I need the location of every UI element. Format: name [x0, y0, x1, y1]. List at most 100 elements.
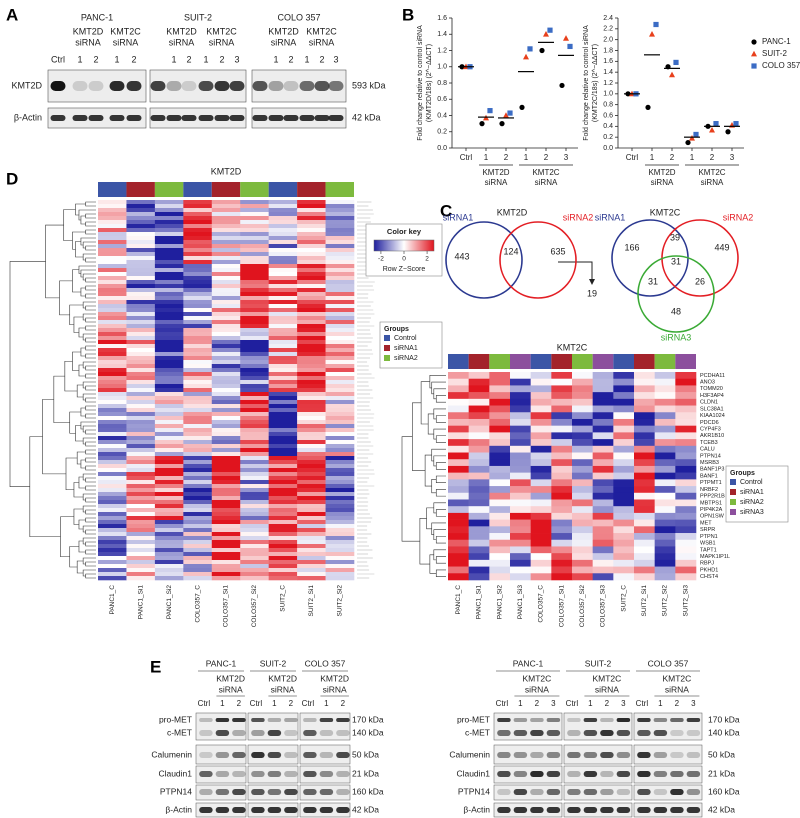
heatmap-cell [154, 268, 184, 273]
heatmap-cell [325, 540, 355, 545]
group-color-bar [448, 354, 469, 369]
heatmap-cell [325, 412, 355, 417]
heatmap-cell [468, 559, 490, 567]
heatmap-cell [325, 456, 355, 461]
heatmap-cell [448, 412, 469, 420]
heatmap-cell [126, 452, 156, 457]
blot-band [653, 807, 668, 813]
y-tick-label: 1.2 [437, 47, 447, 54]
legend-label: siRNA3 [740, 509, 764, 516]
blot-band [513, 718, 528, 722]
dendrogram-branch [85, 529, 96, 535]
blot-band [268, 115, 284, 121]
heatmap-cell [297, 404, 326, 409]
blot [493, 784, 563, 801]
heatmap-cell [98, 532, 127, 537]
heatmap-cell [126, 336, 156, 341]
heatmap-cell [183, 480, 213, 485]
heatmap-cell [675, 459, 697, 467]
heatmap-cell [240, 372, 269, 377]
heatmap-cell [675, 566, 697, 574]
heatmap-cell [126, 416, 156, 421]
dendrogram-branch [435, 569, 446, 577]
heatmap-cell [510, 486, 531, 494]
heatmap-cell [592, 506, 614, 514]
heatmap-cell [268, 324, 298, 329]
heatmap-cell [183, 264, 213, 269]
heatmap-cell [675, 559, 697, 567]
heatmap-cell [183, 544, 213, 549]
heatmap-cell [211, 436, 241, 441]
heatmap-cell [98, 460, 127, 465]
heatmap-cell [240, 464, 269, 469]
heatmap-cell [98, 516, 127, 521]
heatmap-cell [592, 392, 614, 400]
heatmap-cell [325, 472, 355, 477]
lane-label: 2 [131, 54, 136, 64]
heatmap-cell [297, 348, 326, 353]
blot [563, 765, 633, 784]
heatmap-cell [530, 385, 552, 393]
heatmap-cell [268, 568, 298, 573]
kda-label: 42 kDa [708, 804, 735, 814]
dendrogram-branch [63, 209, 76, 241]
dendrogram-branch [85, 213, 96, 219]
heatmap-cell [98, 428, 127, 433]
heatmap-cell [183, 576, 213, 581]
heatmap-cell [211, 416, 241, 421]
venn-count: 39 [670, 232, 680, 242]
heatmap-cell [297, 296, 326, 301]
y-tick-label: 2.2 [603, 26, 613, 33]
dendrogram-branch [80, 237, 96, 246]
dendrogram-branch [82, 333, 96, 341]
heatmap-cell [634, 559, 655, 567]
heatmap-cell [654, 492, 676, 500]
heatmap-cell [154, 400, 184, 405]
y-tick-label: 2.4 [603, 15, 613, 22]
heatmap-cell [211, 540, 241, 545]
heatmap-cell [183, 476, 213, 481]
heatmap-cell [154, 576, 184, 581]
heatmap-cell [211, 388, 241, 393]
heatmap-cell [468, 425, 490, 433]
heatmap-cell [154, 372, 184, 377]
heatmap-cell [211, 376, 241, 381]
dendrogram-branch [85, 201, 96, 207]
heatmap-cell [154, 440, 184, 445]
dendrogram-branch [85, 373, 96, 379]
x-tick-label: 1 [524, 153, 529, 162]
group-color-bar [654, 354, 676, 369]
heatmap-cell [551, 546, 573, 554]
blot [493, 802, 563, 818]
blot-band [686, 789, 701, 795]
heatmap-cell [154, 572, 184, 577]
blot-band [199, 718, 213, 722]
blot [563, 784, 633, 801]
kda-label: 170 kDa [352, 714, 384, 724]
heatmap-cell [126, 536, 156, 541]
heatmap-cell [211, 512, 241, 517]
column-label: PANC1_Si1 [476, 585, 483, 620]
heatmap-cell [154, 328, 184, 333]
heatmap-cell [297, 412, 326, 417]
heatmap-cell [592, 566, 614, 574]
heatmap-cell [154, 364, 184, 369]
heatmap-cell [654, 472, 676, 480]
heatmap-cell [634, 566, 655, 574]
heatmap-cell [126, 568, 156, 573]
heatmap-cell [240, 344, 269, 349]
heatmap-cell [530, 459, 552, 467]
heatmap-cell [98, 264, 127, 269]
heatmap-cell [211, 564, 241, 569]
dendrogram-branch [85, 429, 96, 435]
heatmap-cell [297, 308, 326, 313]
heatmap-cell [592, 573, 614, 581]
lane-label: Ctrl [636, 699, 649, 708]
data-point [567, 43, 573, 50]
panel-letter: E [150, 657, 161, 676]
heatmap-cell [551, 479, 573, 487]
heatmap-cell [126, 220, 156, 225]
heatmap-cell [634, 439, 655, 447]
blot-band [267, 807, 282, 813]
dendrogram-branch [433, 428, 446, 440]
